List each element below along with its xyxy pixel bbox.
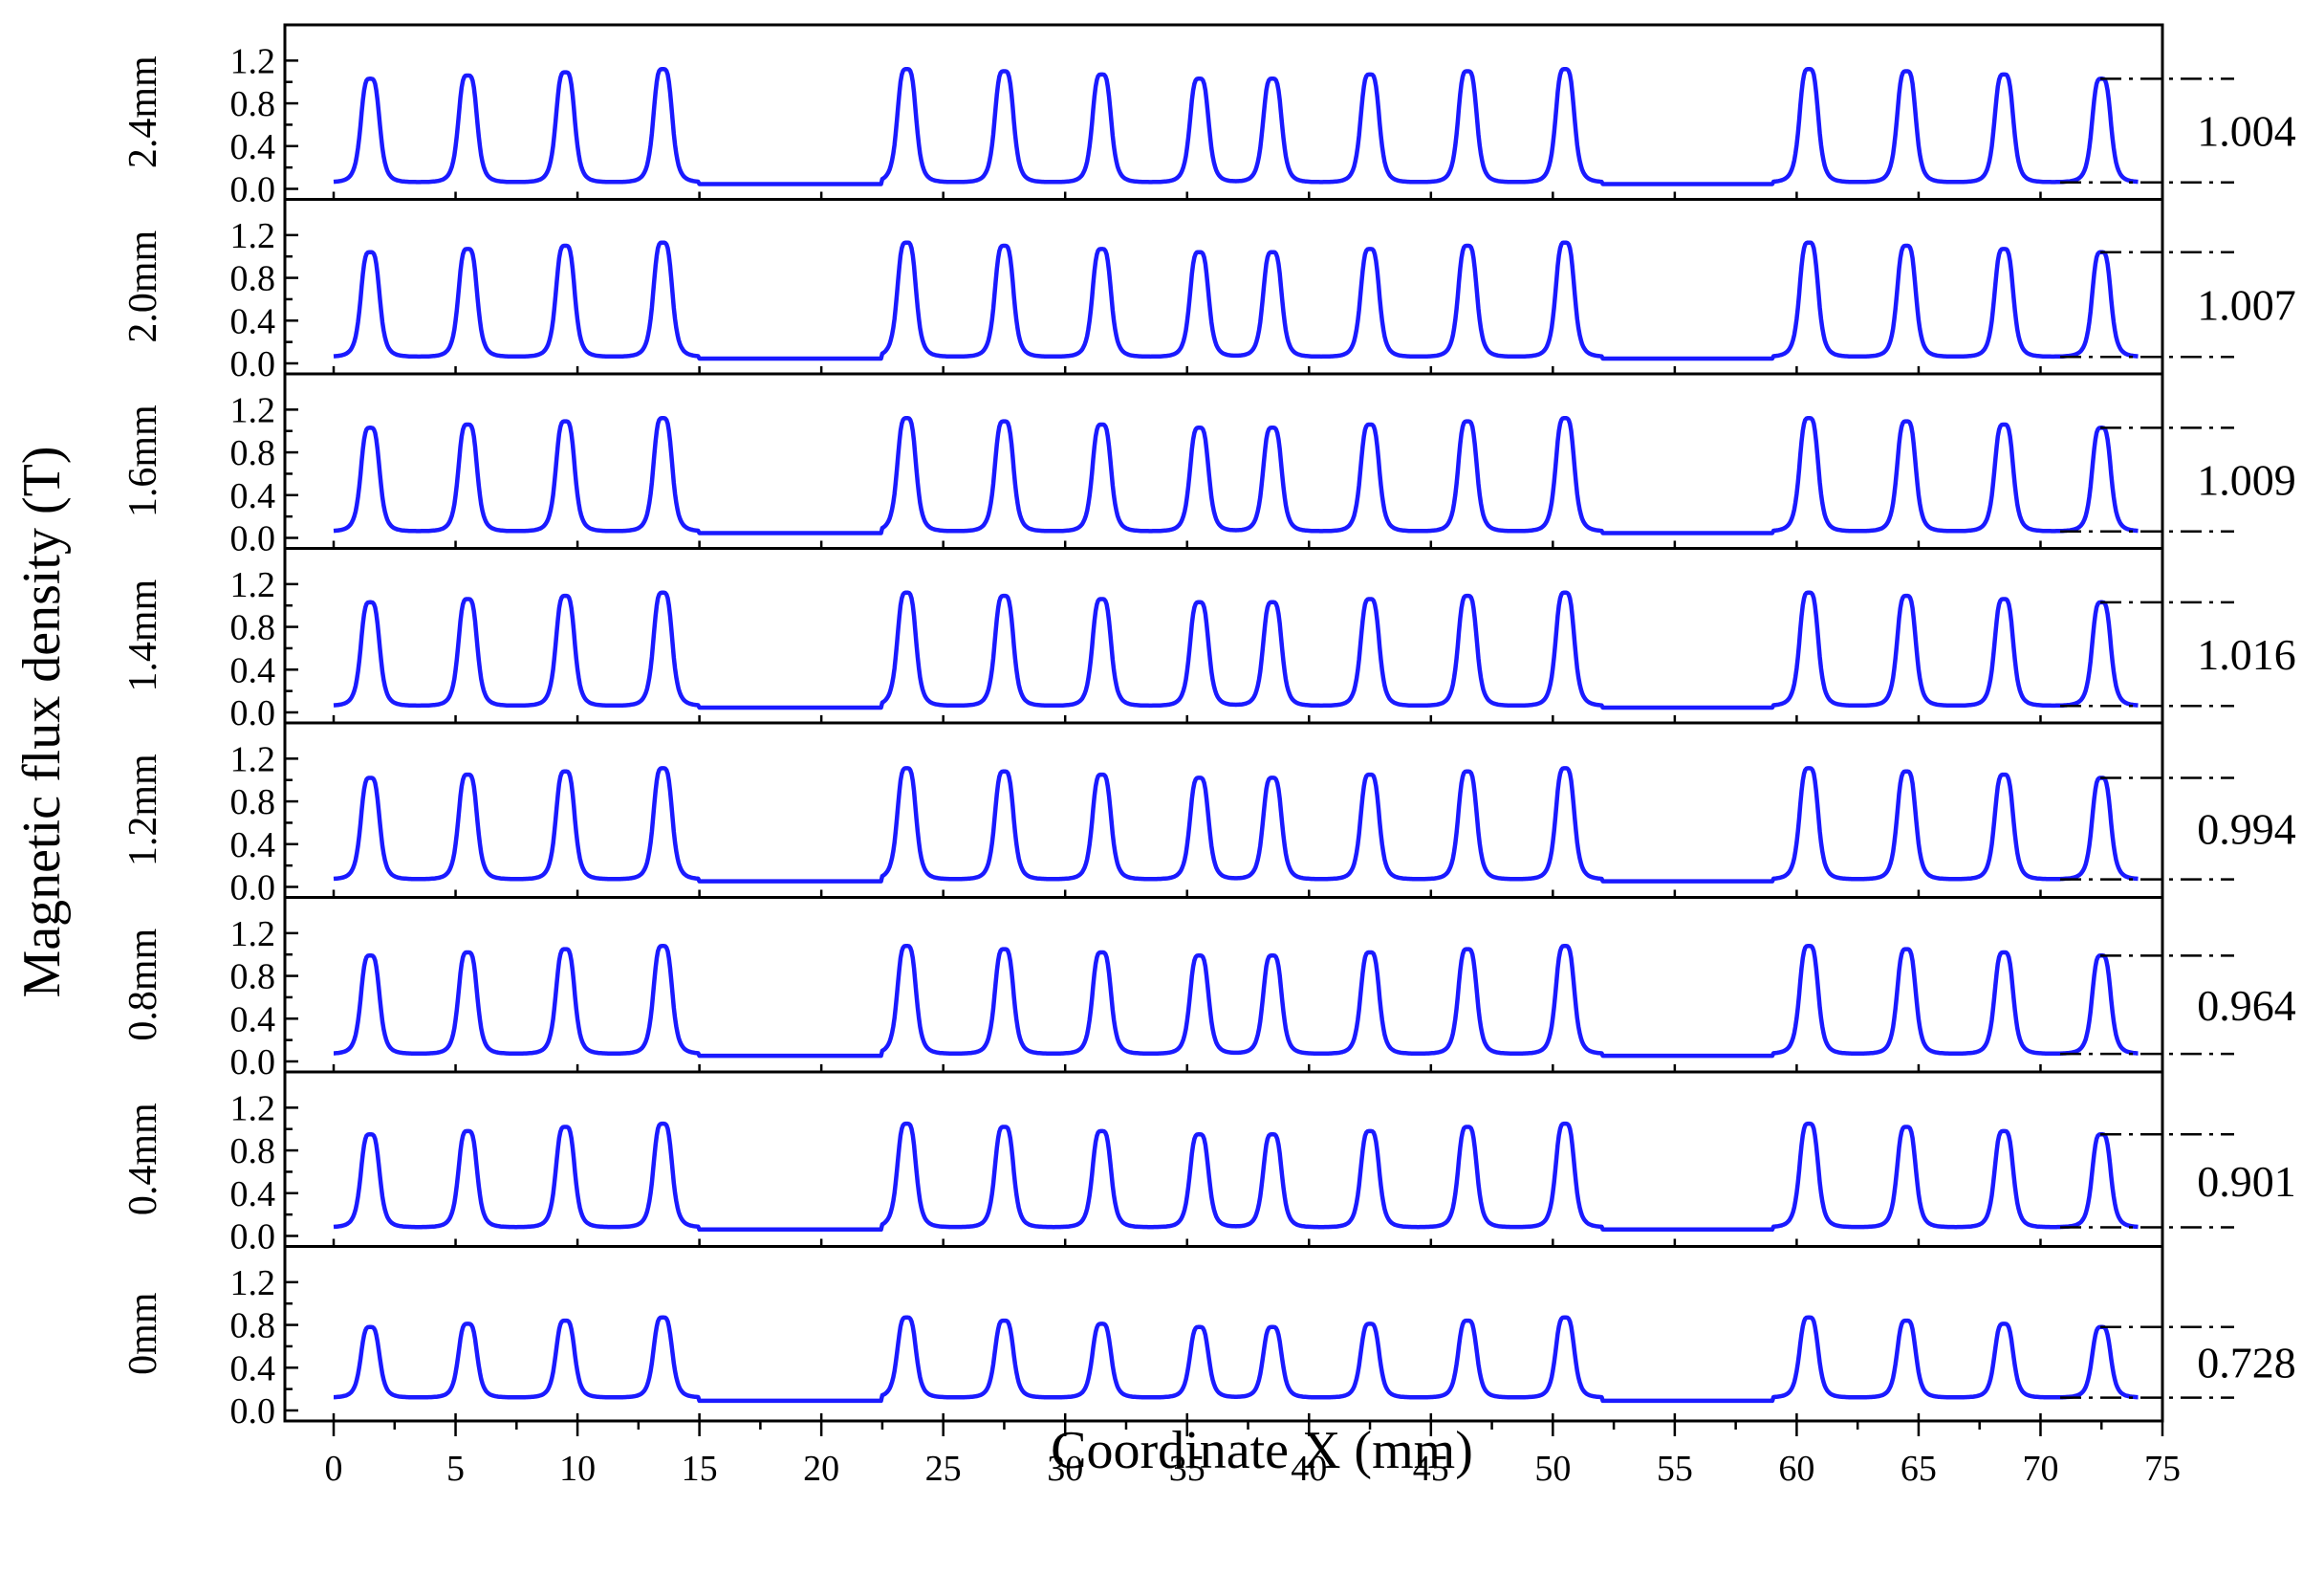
y-tick-label: 0.0 — [230, 170, 276, 210]
x-tick-label: 20 — [803, 1449, 839, 1489]
x-tick-label: 60 — [1778, 1449, 1814, 1489]
panel-label: 1.2mm — [121, 754, 165, 866]
y-tick-label: 0.0 — [230, 1391, 276, 1431]
x-tick-label: 30 — [1047, 1449, 1083, 1489]
diff-label: 0.964 — [2197, 981, 2296, 1030]
panel-label: 2.4mm — [121, 55, 165, 168]
panel-0mm: 0.00.40.81.2 0mm 0.728 — [121, 1245, 2296, 1431]
diff-label: 0.728 — [2197, 1339, 2296, 1387]
y-tick-label: 0.0 — [230, 693, 276, 733]
x-tick-label: 45 — [1413, 1449, 1449, 1489]
panel-0.4mm: 0.00.40.81.2 0.4mm 0.901 — [121, 1070, 2296, 1257]
panel-1.4mm: 0.00.40.81.2 1.4mm 1.016 — [121, 547, 2296, 733]
series-line-1.6mm — [333, 416, 2139, 535]
y-tick-label: 0.8 — [230, 84, 276, 124]
diff-label: 1.016 — [2197, 630, 2296, 679]
y-tick-label: 0.0 — [230, 344, 276, 384]
x-axis-title: Coordinate X (mm) — [1051, 1421, 1473, 1480]
panel-frame — [283, 23, 2164, 201]
x-tick-label: 75 — [2144, 1449, 2181, 1489]
y-tick-label: 0.8 — [230, 782, 276, 822]
y-tick-label: 0.8 — [230, 608, 276, 648]
series-line-1.2mm — [333, 766, 2139, 884]
series-line-2.4mm — [333, 67, 2139, 186]
y-tick-label: 1.2 — [230, 216, 276, 256]
x-tick-label: 40 — [1291, 1449, 1327, 1489]
x-tick-label: 0 — [325, 1449, 343, 1489]
series-line-2.0mm — [333, 240, 2139, 361]
panel-0.8mm: 0.00.40.81.2 0.8mm 0.964 — [121, 896, 2296, 1082]
panel-frame — [283, 1245, 2164, 1423]
x-tick-label: 35 — [1169, 1449, 1205, 1489]
y-tick-label: 0.0 — [230, 1042, 276, 1082]
y-tick-label: 1.2 — [230, 914, 276, 954]
y-tick-label: 0.4 — [230, 1174, 276, 1214]
x-tick-label: 5 — [446, 1449, 465, 1489]
y-tick-label: 0.4 — [230, 476, 276, 516]
y-tick-label: 1.2 — [230, 390, 276, 430]
panel-label: 0.8mm — [121, 929, 165, 1041]
y-tick-label: 1.2 — [230, 739, 276, 779]
y-tick-label: 1.2 — [230, 1263, 276, 1303]
panel-label: 2.0mm — [121, 230, 165, 343]
y-axis-title: Magnetic flux density (T) — [12, 447, 72, 998]
x-axis: 0 5 10 15 20 25 30 35 40 45 50 55 60 65 70 75 — [325, 1421, 2181, 1489]
diff-label: 0.901 — [2197, 1157, 2296, 1206]
y-tick-label: 0.4 — [230, 127, 276, 167]
diff-label: 1.009 — [2197, 456, 2296, 505]
y-tick-label: 0.4 — [230, 999, 276, 1039]
x-tick-label: 50 — [1534, 1449, 1571, 1489]
panel-1.6mm: 0.00.40.81.2 1.6mm 1.009 — [121, 372, 2296, 559]
y-tick-label: 0.8 — [230, 957, 276, 997]
panel-1.2mm: 0.00.40.81.2 1.2mm 0.994 — [121, 721, 2296, 908]
y-tick-label: 0.4 — [230, 825, 276, 865]
series-line-0mm — [333, 1315, 2139, 1404]
x-tick-label: 65 — [1900, 1449, 1937, 1489]
panel-2.4mm: 0.00.40.81.2 2.4mm 1.004 — [121, 23, 2296, 210]
y-tick-label: 0.8 — [230, 1306, 276, 1346]
panel-label: 1.4mm — [121, 579, 165, 692]
panel-frame — [283, 547, 2164, 725]
series-line-0.8mm — [333, 944, 2139, 1059]
diff-label: 1.004 — [2197, 107, 2296, 156]
panel-frame — [283, 1070, 2164, 1248]
y-tick-label: 0.0 — [230, 519, 276, 559]
y-tick-label: 0.8 — [230, 259, 276, 299]
y-tick-label: 0.4 — [230, 301, 276, 341]
panel-2.0mm: 0.00.40.81.2 2.0mm 1.007 — [121, 198, 2296, 384]
series-line-0.4mm — [333, 1121, 2139, 1233]
panel-label: 0.4mm — [121, 1103, 165, 1215]
y-tick-label: 0.4 — [230, 1348, 276, 1388]
y-tick-label: 0.0 — [230, 1217, 276, 1257]
y-tick-label: 0.4 — [230, 650, 276, 690]
diff-label: 1.007 — [2197, 281, 2296, 330]
y-tick-label: 1.2 — [230, 41, 276, 81]
x-tick-label: 25 — [925, 1449, 962, 1489]
y-tick-label: 0.8 — [230, 433, 276, 473]
y-tick-label: 1.2 — [230, 1088, 276, 1128]
series-line-1.4mm — [333, 590, 2139, 710]
x-tick-label: 10 — [559, 1449, 596, 1489]
panel-frame — [283, 896, 2164, 1074]
panel-frame — [283, 372, 2164, 550]
panel-frame — [283, 721, 2164, 899]
panel-frame — [283, 198, 2164, 376]
y-tick-label: 0.0 — [230, 868, 276, 908]
y-tick-label: 1.2 — [230, 565, 276, 605]
x-tick-label: 55 — [1657, 1449, 1693, 1489]
panel-label: 1.6mm — [121, 404, 165, 517]
panel-label: 0mm — [121, 1292, 165, 1375]
x-tick-label: 70 — [2022, 1449, 2058, 1489]
diff-label: 0.994 — [2197, 805, 2296, 854]
y-tick-label: 0.8 — [230, 1131, 276, 1171]
x-tick-label: 15 — [682, 1449, 718, 1489]
